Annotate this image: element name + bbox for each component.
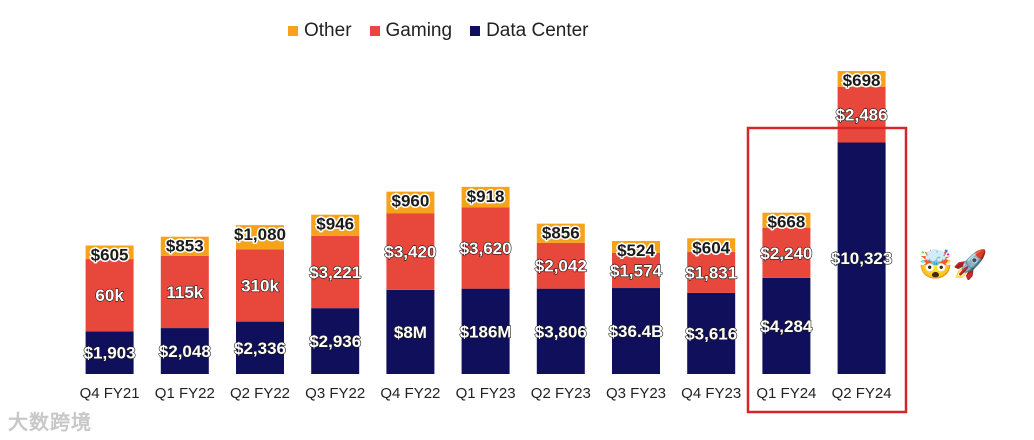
bar-gaming [762, 227, 811, 278]
data-label-gaming: $3,221 [309, 263, 361, 282]
bar-gaming [536, 242, 585, 289]
data-label-gaming: 60k [95, 286, 124, 305]
data-label-data-center: $2,336 [234, 339, 286, 358]
data-label-other: $856 [542, 224, 580, 243]
data-label-gaming: $1,574 [610, 261, 663, 280]
bar-gaming [461, 207, 510, 289]
bar-gaming [311, 235, 360, 309]
x-tick-label: Q2 FY22 [230, 385, 290, 402]
bar-data-center [536, 288, 585, 374]
data-label-gaming: $3,620 [460, 239, 512, 258]
bar-data-center [160, 328, 209, 374]
data-label-other: $1,080 [234, 225, 286, 244]
legend-swatch-gaming [369, 26, 380, 36]
bar-data-center [311, 308, 360, 374]
bar-other [85, 245, 134, 260]
data-label-data-center: $4,284 [760, 317, 813, 336]
x-tick-label: Q4 FY23 [681, 385, 741, 402]
data-label-gaming: $1,831 [685, 263, 737, 282]
x-tick-label: Q1 FY23 [456, 385, 516, 402]
data-label-gaming: $2,486 [836, 106, 888, 125]
legend-label-other: Other [304, 20, 352, 41]
data-label-data-center: $1,903 [84, 344, 136, 363]
x-tick-label: Q2 FY24 [832, 385, 892, 402]
bar-other [160, 236, 209, 256]
bar-gaming [236, 249, 284, 322]
data-label-data-center: $186M [460, 322, 512, 341]
bar-other [837, 71, 886, 87]
x-tick-label: Q3 FY23 [606, 385, 666, 402]
bar-gaming [160, 255, 209, 329]
bar-other [536, 223, 585, 243]
data-label-other: $960 [391, 192, 429, 211]
bar-data-center [612, 288, 660, 374]
bar-other [461, 186, 510, 208]
x-tick-label: Q1 FY24 [756, 385, 816, 402]
bar-gaming [612, 252, 660, 289]
bar-data-center [461, 288, 510, 374]
data-label-data-center: $3,806 [535, 322, 587, 341]
data-label-gaming: $2,240 [760, 244, 812, 263]
bar-other [612, 240, 660, 253]
rocket-icon: 🤯🚀 [918, 249, 988, 280]
highlight-box [746, 126, 908, 414]
watermark-logo: 大数跨境 [8, 412, 92, 434]
bar-other [386, 191, 435, 214]
legend-item-other: Other [288, 20, 352, 42]
legend-item-data-center: Data Center [470, 20, 589, 42]
data-label-other: $946 [316, 215, 354, 234]
bar-data-center [236, 321, 284, 374]
bar-gaming [386, 213, 435, 290]
legend-item-gaming: Gaming [369, 20, 453, 42]
data-label-other: $918 [467, 187, 505, 206]
x-tick-label: Q4 FY21 [80, 385, 140, 402]
legend-label-data-center: Data Center [486, 20, 589, 41]
legend-label-gaming: Gaming [385, 20, 453, 41]
data-label-other: $698 [843, 71, 881, 90]
data-label-data-center: $36.4B [609, 322, 664, 341]
bar-other [687, 238, 736, 252]
data-label-other: $604 [692, 238, 730, 257]
legend-swatch-other [288, 26, 298, 36]
data-label-data-center: $8M [394, 323, 427, 342]
data-label-gaming: 310k [241, 276, 279, 295]
x-tick-label: Q4 FY22 [380, 385, 440, 402]
data-label-data-center: $10,323 [831, 249, 892, 268]
bar-gaming [687, 251, 736, 293]
data-label-other: $524 [617, 241, 655, 260]
data-label-other: $853 [166, 237, 204, 256]
data-label-other: $668 [767, 213, 805, 232]
data-label-data-center: $3,616 [685, 324, 737, 343]
data-label-gaming: $3,420 [384, 243, 436, 262]
data-label-gaming: $2,042 [535, 257, 587, 276]
bar-other [762, 212, 811, 228]
bar-data-center [687, 292, 736, 374]
bar-data-center [837, 142, 886, 374]
bar-other [311, 214, 360, 236]
legend: Other Gaming Data Center [288, 20, 589, 42]
x-tick-label: Q2 FY23 [531, 385, 591, 402]
data-label-other: $605 [91, 246, 129, 265]
data-label-gaming: 115k [166, 283, 203, 302]
data-label-data-center: $2,048 [159, 342, 211, 361]
bar-gaming [85, 259, 134, 332]
bar-gaming [837, 86, 886, 143]
x-tick-label: Q3 FY22 [305, 385, 365, 402]
bar-data-center [762, 277, 811, 374]
x-tick-label: Q1 FY22 [155, 385, 215, 402]
data-label-data-center: $2,936 [309, 332, 361, 351]
bar-data-center [85, 331, 134, 374]
bar-data-center [386, 289, 435, 374]
bar-other [236, 225, 284, 250]
legend-swatch-data-center [470, 26, 481, 36]
